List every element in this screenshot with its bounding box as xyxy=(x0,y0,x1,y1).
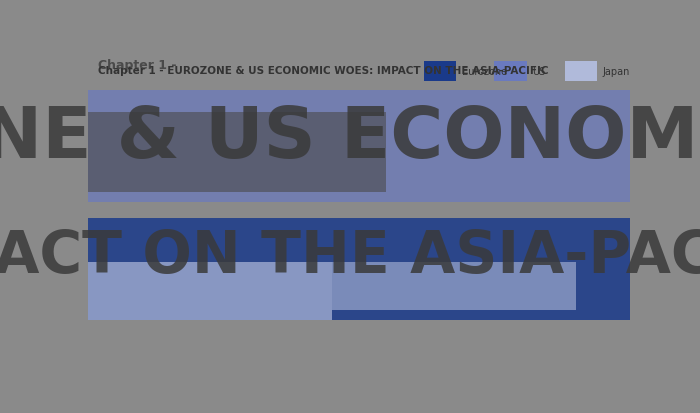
Text: Japan: Japan xyxy=(603,67,630,77)
Text: EUROZONE & US ECONOMIC WOES:: EUROZONE & US ECONOMIC WOES: xyxy=(0,104,700,173)
Bar xyxy=(332,263,575,310)
Bar xyxy=(88,263,332,320)
Text: US: US xyxy=(533,67,545,77)
Bar xyxy=(88,218,630,320)
Bar xyxy=(494,62,527,81)
Bar xyxy=(424,62,456,81)
Bar xyxy=(88,91,630,202)
Text: Chapter 1 -: Chapter 1 - xyxy=(98,59,177,72)
Text: Chapter 1 - EUROZONE & US ECONOMIC WOES: IMPACT ON THE ASIA-PACIFIC: Chapter 1 - EUROZONE & US ECONOMIC WOES:… xyxy=(98,66,549,76)
Text: Eurozone: Eurozone xyxy=(462,67,507,77)
Bar xyxy=(88,113,386,192)
Bar xyxy=(565,62,597,81)
Text: IMPACT ON THE ASIA-PACIFIC: IMPACT ON THE ASIA-PACIFIC xyxy=(0,228,700,285)
